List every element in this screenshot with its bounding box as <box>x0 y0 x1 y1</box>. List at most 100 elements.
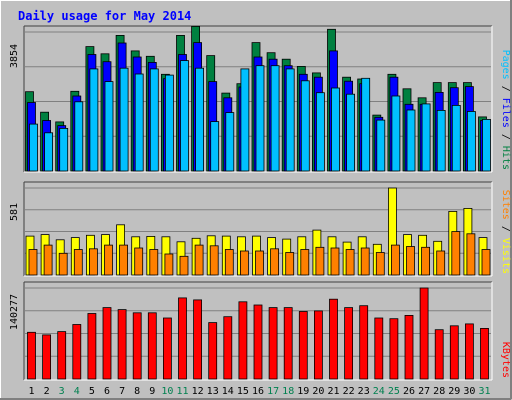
bar-hits-pages-1 <box>29 123 38 172</box>
panel-visits-axis-legend: Sites / Visits <box>500 190 511 274</box>
x-tick-label-7: 7 <box>119 386 125 397</box>
panel-kbytes-axis-legend: KBytes <box>500 342 511 378</box>
bar-visits-sites-24 <box>375 252 385 276</box>
x-tick-label-23: 23 <box>358 386 370 397</box>
panel-hits: 3854 Pages / Files / Hits <box>9 25 511 173</box>
bar-hits-pages-11 <box>180 60 189 172</box>
bar-visits-sites-2 <box>43 244 53 276</box>
bar-hits-pages-7 <box>119 67 129 172</box>
bar-visits-sites-7 <box>119 244 128 276</box>
bar-kbytes-kbytes-12 <box>193 299 203 380</box>
bar-hits-pages-19 <box>300 80 310 172</box>
bar-visits-sites-31 <box>481 249 491 276</box>
bar-kbytes-kbytes-23 <box>359 305 369 380</box>
bar-visits-sites-18 <box>285 252 295 276</box>
bar-kbytes-kbytes-13 <box>208 322 218 380</box>
bar-visits-sites-26 <box>406 246 415 276</box>
bar-kbytes-kbytes-17 <box>268 307 278 380</box>
bar-hits-pages-17 <box>270 65 280 172</box>
bar-kbytes-kbytes-25 <box>389 318 399 380</box>
bar-kbytes-kbytes-24 <box>374 317 384 380</box>
x-tick-label-22: 22 <box>343 386 355 397</box>
bar-hits-pages-24 <box>376 119 386 172</box>
bar-kbytes-kbytes-1 <box>27 331 36 380</box>
bar-kbytes-kbytes-26 <box>404 314 414 380</box>
bar-kbytes-kbytes-22 <box>344 307 354 380</box>
bar-hits-pages-27 <box>421 103 431 172</box>
bar-hits-pages-3 <box>59 127 69 172</box>
bar-hits-pages-10 <box>164 74 174 172</box>
panel-kbytes: 140277 KBytes <box>9 281 511 381</box>
x-tick-label-6: 6 <box>104 386 110 397</box>
bar-kbytes-kbytes-31 <box>480 327 489 380</box>
x-tick-label-20: 20 <box>312 386 324 397</box>
x-tick-label-28: 28 <box>433 386 445 397</box>
bar-hits-pages-8 <box>134 73 144 172</box>
panel-hits-legend-part-4: Hits <box>500 146 511 170</box>
x-tick-label-3: 3 <box>59 386 65 397</box>
bar-hits-pages-25 <box>391 95 401 172</box>
x-tick-label-24: 24 <box>373 386 385 397</box>
bar-visits-sites-8 <box>134 247 144 276</box>
bar-visits-sites-6 <box>104 244 113 276</box>
bar-hits-pages-20 <box>315 92 325 172</box>
bar-visits-sites-19 <box>300 249 310 276</box>
panel-hits-legend-part-3: / <box>500 128 511 146</box>
x-tick-label-9: 9 <box>149 386 155 397</box>
bar-kbytes-kbytes-10 <box>162 317 172 380</box>
bar-kbytes-kbytes-2 <box>42 334 51 380</box>
panel-visits-legend-part-1: / <box>500 220 511 238</box>
x-axis-labels: 1 2 3 4 5 6 7 8 9 10 11 12 13 14 15 16 17 18 19 20 21 22 23 24 2… <box>28 386 490 397</box>
bar-visits-sites-3 <box>58 252 68 276</box>
bar-kbytes-kbytes-16 <box>253 304 263 380</box>
bar-hits-pages-30 <box>466 111 476 172</box>
bar-hits-pages-9 <box>149 68 159 172</box>
x-tick-label-26: 26 <box>403 386 415 397</box>
bar-kbytes-kbytes-28 <box>434 329 444 380</box>
panel-hits-legend-part-1: / <box>500 80 511 98</box>
bar-hits-pages-15 <box>240 68 250 172</box>
bar-visits-sites-5 <box>89 248 98 276</box>
x-tick-label-27: 27 <box>418 386 430 397</box>
bar-kbytes-kbytes-19 <box>298 311 308 380</box>
panel-hits-legend-part-0: Pages <box>500 50 511 80</box>
bar-kbytes-kbytes-27 <box>419 287 429 380</box>
bar-visits-sites-28 <box>436 250 446 276</box>
panel-hits-max-label: 3854 <box>9 44 20 68</box>
bar-visits-sites-4 <box>73 249 83 276</box>
bar-kbytes-kbytes-4 <box>72 324 82 380</box>
bar-visits-sites-10 <box>164 253 174 276</box>
x-tick-label-8: 8 <box>134 386 140 397</box>
x-tick-label-4: 4 <box>74 386 80 397</box>
bar-visits-sites-15 <box>239 250 249 276</box>
bar-hits-pages-26 <box>406 109 416 172</box>
bar-visits-sites-21 <box>330 247 340 276</box>
x-tick-label-31: 31 <box>478 386 490 397</box>
bar-kbytes-kbytes-3 <box>57 331 67 380</box>
bar-kbytes-kbytes-29 <box>449 325 459 380</box>
bar-hits-pages-16 <box>255 65 265 172</box>
bar-kbytes-kbytes-11 <box>178 297 187 380</box>
bar-hits-pages-21 <box>331 87 340 172</box>
x-tick-label-19: 19 <box>297 386 309 397</box>
bar-hits-pages-5 <box>89 68 99 172</box>
bar-visits-sites-1 <box>28 249 38 276</box>
x-tick-label-14: 14 <box>222 386 234 397</box>
bar-kbytes-kbytes-15 <box>238 301 248 380</box>
bar-visits-sites-17 <box>270 248 280 276</box>
x-tick-label-15: 15 <box>237 386 249 397</box>
x-tick-label-25: 25 <box>388 386 400 397</box>
bar-hits-pages-29 <box>451 105 461 172</box>
bar-kbytes-kbytes-9 <box>147 312 157 380</box>
bar-visits-sites-20 <box>315 246 325 276</box>
bar-hits-pages-23 <box>361 77 371 172</box>
bar-kbytes-kbytes-5 <box>87 313 97 380</box>
x-tick-label-12: 12 <box>192 386 204 397</box>
bar-hits-pages-14 <box>225 112 235 172</box>
bar-hits-pages-18 <box>285 68 295 172</box>
x-tick-label-30: 30 <box>463 386 475 397</box>
bar-hits-pages-31 <box>482 119 491 172</box>
bar-visits-sites-16 <box>255 250 264 276</box>
